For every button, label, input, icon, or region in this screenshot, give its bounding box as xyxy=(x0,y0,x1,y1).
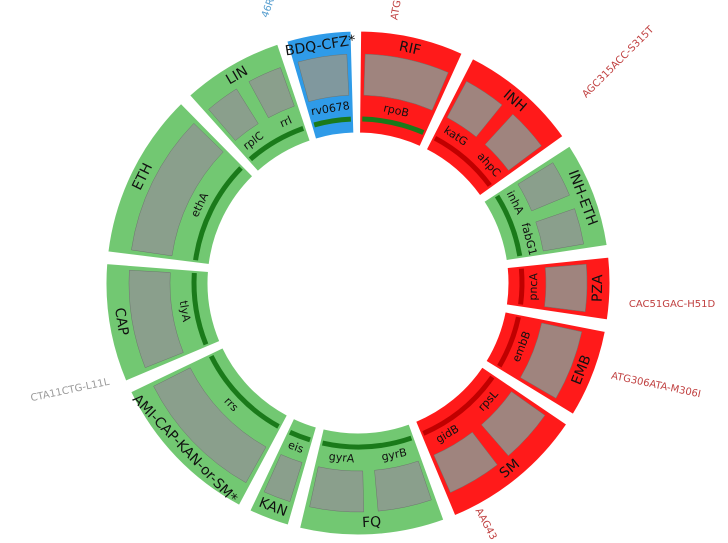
gene-box xyxy=(248,67,295,119)
gene-arc xyxy=(191,272,209,346)
gene-arc xyxy=(321,435,413,450)
gene-box xyxy=(484,113,542,171)
mutation-label: CTA11CTG-L11L xyxy=(30,377,111,405)
drug-label: PZA xyxy=(590,274,607,302)
gene-box xyxy=(544,263,588,312)
gene-box xyxy=(363,53,449,111)
gene-box xyxy=(128,269,184,368)
gene-label: rv0678 xyxy=(310,99,351,118)
gene-arc xyxy=(313,116,351,128)
mutation-label: 46R xyxy=(260,0,277,19)
gene-arc xyxy=(248,126,305,162)
gene-box xyxy=(263,454,303,502)
gene-arc xyxy=(288,429,311,443)
gene-arc xyxy=(362,116,425,135)
gene-arc xyxy=(193,166,243,261)
gene-box xyxy=(446,81,503,138)
mutation-label: ATG xyxy=(389,0,403,21)
gene-box xyxy=(309,466,365,513)
gene-arc xyxy=(422,375,495,436)
gene-arc xyxy=(494,194,523,257)
drug-label: FQ xyxy=(362,514,382,531)
gene-arc xyxy=(208,355,280,429)
gene-label: rpoB xyxy=(382,102,410,120)
gene-box xyxy=(433,431,498,493)
gene-box xyxy=(517,162,570,212)
gene-arc xyxy=(433,135,492,187)
gene-arc xyxy=(518,268,525,305)
gene-box xyxy=(208,88,259,141)
drug-label: RIF xyxy=(398,39,423,59)
gene-box xyxy=(153,367,267,484)
gene-label: gyrB xyxy=(380,446,408,464)
gene-label: tlyA xyxy=(177,300,193,324)
gene-box xyxy=(535,208,584,252)
mutation-label: AGC315ACC-S315T xyxy=(580,24,656,100)
gene-box xyxy=(297,54,350,102)
gene-box xyxy=(481,391,546,457)
gene-label: eis xyxy=(286,438,305,456)
gene-box xyxy=(374,460,432,512)
gene-label: pncA xyxy=(527,272,541,300)
gene-box xyxy=(520,322,583,399)
mutation-label: AAG43 xyxy=(473,507,499,542)
gene-label: gyrA xyxy=(328,450,355,465)
gene-arc xyxy=(497,316,521,368)
gene-label: rrl xyxy=(278,114,294,131)
mutation-label: ATG306ATA-M306I xyxy=(610,371,702,401)
mutation-label: CAC51GAC-H51D xyxy=(629,299,716,310)
drug-label: CAP xyxy=(111,307,131,337)
gene-box xyxy=(131,122,224,257)
